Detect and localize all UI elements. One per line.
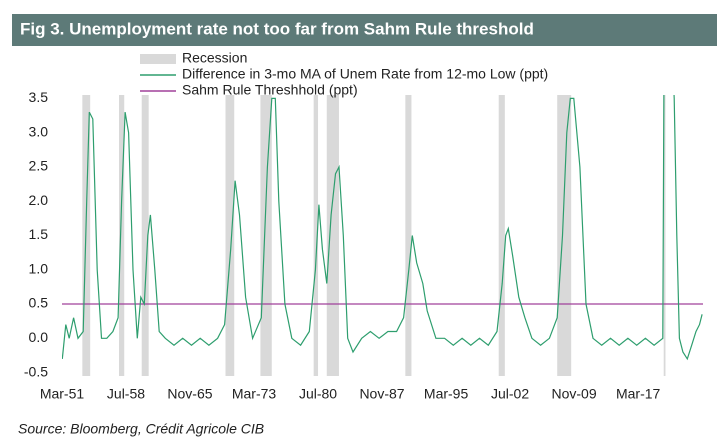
y-tick-label: -0.5 [24, 363, 48, 379]
data-line [62, 95, 703, 361]
y-tick-label: 2.0 [29, 192, 49, 208]
x-tick-label: Jul-80 [299, 386, 337, 402]
recession-band [557, 95, 572, 376]
x-tick-label: Mar-51 [40, 386, 85, 402]
x-tick-label: Mar-17 [616, 386, 661, 402]
y-tick-label: 2.5 [29, 158, 49, 174]
recession-band [260, 95, 272, 376]
x-tick-label: Nov-65 [167, 386, 212, 402]
y-tick-label: 3.0 [29, 123, 49, 139]
legend-label: Sahm Rule Threshhold (ppt) [182, 82, 358, 98]
title-bar [12, 14, 717, 46]
y-tick-label: 1.0 [29, 260, 49, 276]
recession-band [405, 95, 412, 376]
plot-area [62, 95, 703, 376]
recession-band [141, 95, 149, 376]
x-tick-label: Mar-95 [424, 386, 469, 402]
legend-label: Difference in 3-mo MA of Unem Rate from … [182, 66, 548, 82]
x-tick-label: Mar-73 [232, 386, 277, 402]
recession-band [225, 95, 235, 376]
y-tick-label: 0.0 [29, 329, 49, 345]
y-tick-label: 3.5 [29, 89, 49, 105]
legend-label: Recession [182, 50, 247, 66]
x-tick-label: Nov-09 [551, 386, 596, 402]
x-tick-label: Jul-58 [107, 386, 145, 402]
recession-band [663, 95, 666, 376]
x-tick-label: Nov-87 [359, 386, 404, 402]
legend-swatch [140, 54, 176, 64]
recession-band [313, 95, 319, 376]
source: Source: Bloomberg, Crédit Agricole CIB [18, 421, 264, 437]
y-tick-label: 0.5 [29, 295, 49, 311]
chart-title: Fig 3. Unemployment rate not too far fro… [20, 19, 534, 38]
recession-band [326, 95, 339, 376]
recession-band [498, 95, 505, 376]
x-tick-label: Jul-02 [491, 386, 529, 402]
y-tick-label: 1.5 [29, 226, 49, 242]
recession-band [119, 95, 125, 376]
